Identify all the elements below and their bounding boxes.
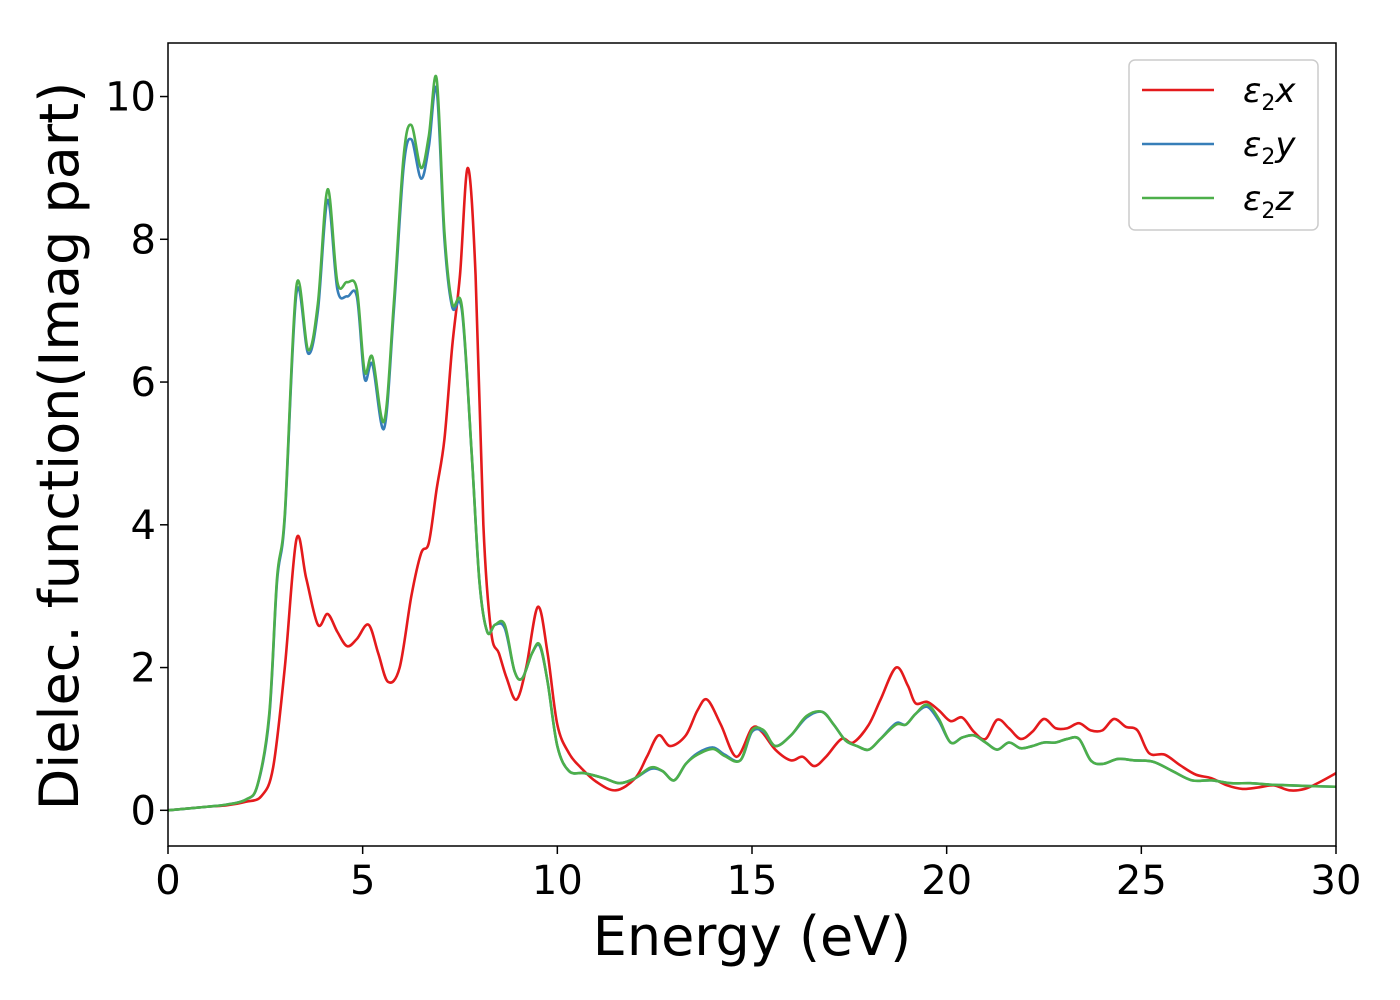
x-tick-label: 15 xyxy=(727,858,778,904)
y-tick-label: 0 xyxy=(131,788,156,834)
y-tick-label: 4 xyxy=(131,503,156,549)
series-line-x xyxy=(168,166,1336,812)
y-tick-label: 6 xyxy=(131,360,156,406)
x-tick-label: 5 xyxy=(350,858,375,904)
x-axis-ticks: 0 5 10 15 20 25 30 xyxy=(155,846,1361,904)
series-layer xyxy=(168,74,1336,812)
x-axis-label: Energy (eV) xyxy=(593,905,912,968)
legend-label-y: ε2y xyxy=(1243,125,1296,170)
x-tick-label: 0 xyxy=(155,858,180,904)
x-tick-label: 30 xyxy=(1311,858,1362,904)
x-tick-label: 10 xyxy=(532,858,583,904)
y-tick-label: 8 xyxy=(131,217,156,263)
legend-label-x: ε2x xyxy=(1243,71,1296,116)
y-axis-label: Dielec. function(Imag part) xyxy=(28,82,91,811)
y-tick-label: 10 xyxy=(105,75,156,121)
y-tick-label: 2 xyxy=(131,646,156,692)
series-line-z xyxy=(168,74,1336,812)
legend-box xyxy=(1128,59,1319,231)
legend: ε2x ε2y ε2z xyxy=(1128,59,1319,231)
x-tick-label: 25 xyxy=(1116,858,1167,904)
x-tick-label: 20 xyxy=(921,858,972,904)
legend-label-z: ε2z xyxy=(1243,179,1294,224)
y-axis-ticks: 0 2 4 6 8 10 xyxy=(105,75,168,834)
legend-items: ε2x ε2y ε2z xyxy=(1142,71,1296,224)
